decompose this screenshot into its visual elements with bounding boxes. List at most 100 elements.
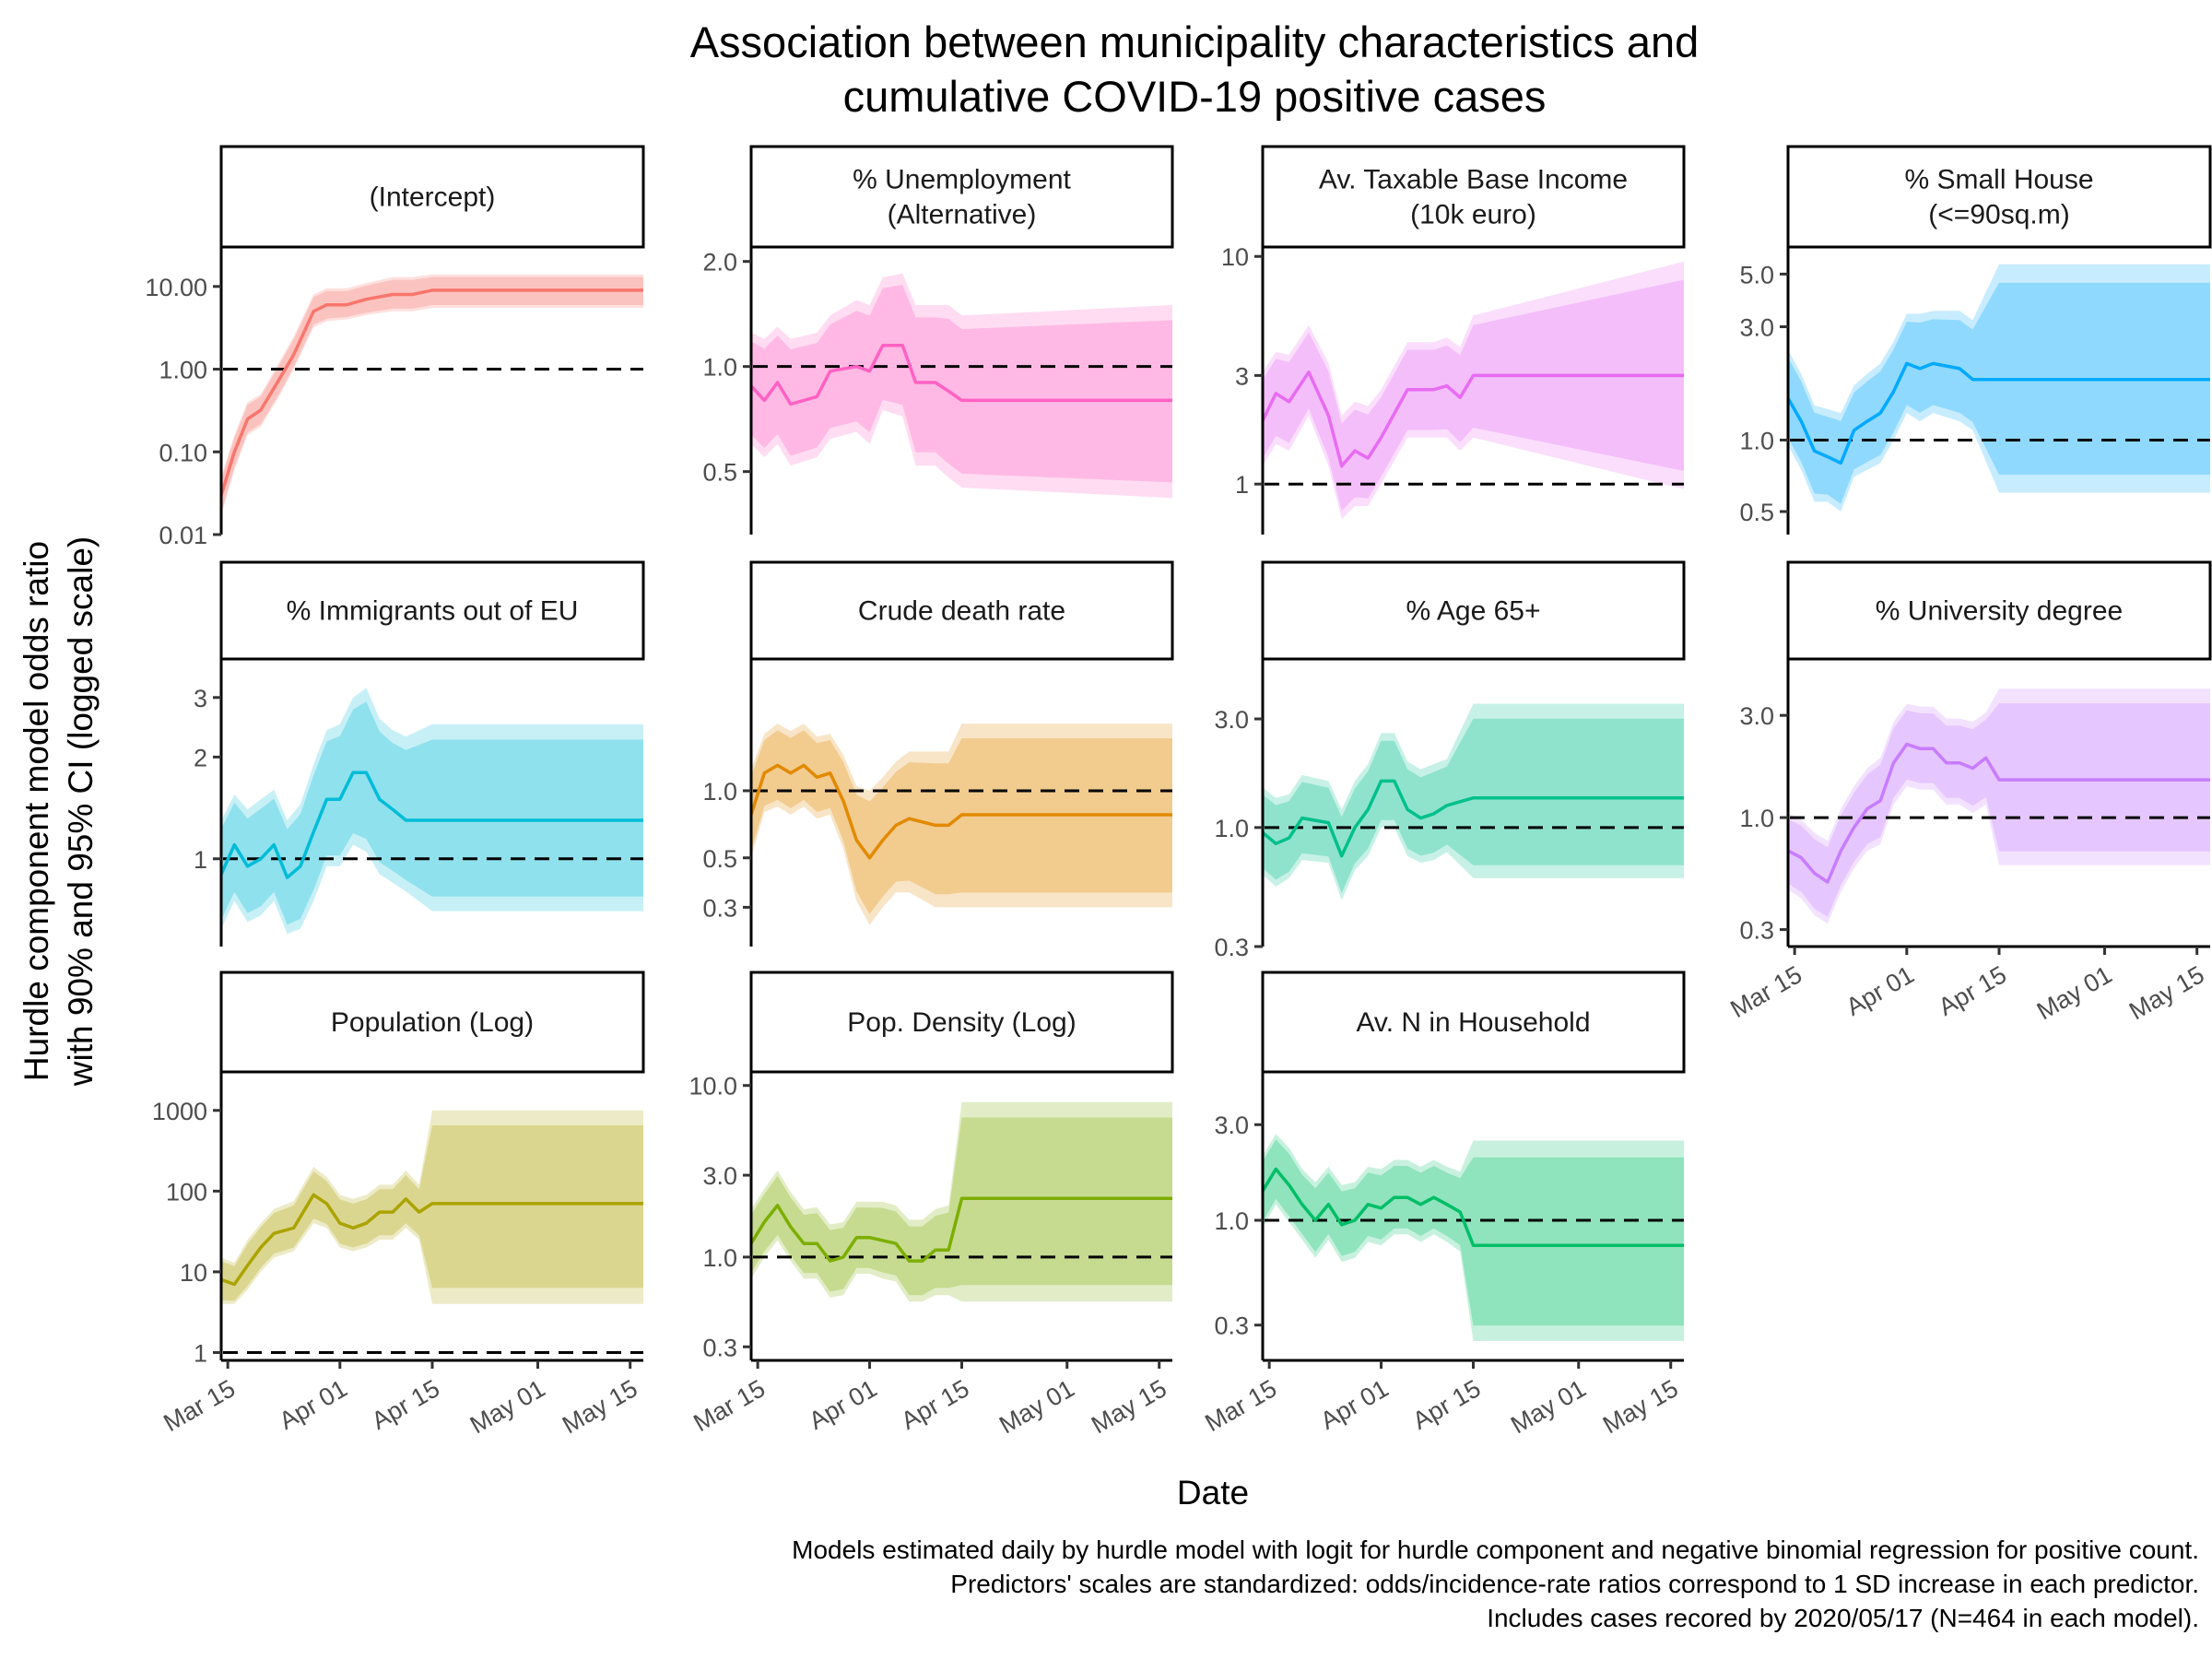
y-tick-label: 0.01: [159, 522, 207, 549]
estimate-line: [1787, 742, 2210, 884]
ci-90-band: [1263, 1139, 1684, 1326]
y-tick-label: 1.0: [702, 1244, 737, 1272]
y-tick-label: 0.3: [1739, 917, 1774, 945]
facet-title: % Age 65+: [1406, 596, 1541, 627]
x-tick-label: May 15: [1087, 1374, 1171, 1439]
estimate-line: [749, 343, 1172, 406]
y-tick-label: 2: [194, 744, 207, 771]
facet-title: Population (Log): [331, 1007, 534, 1038]
y-tick-label: 0.5: [1739, 499, 1774, 526]
estimate-line: [749, 1196, 1172, 1263]
estimate-line: [220, 1193, 643, 1287]
y-tick-label: 0.5: [702, 845, 737, 873]
facet-strip: [1786, 560, 2212, 661]
ci-90-band: [221, 701, 643, 925]
facet-strip: [1261, 971, 1686, 1074]
ci-95-band: [221, 274, 643, 516]
y-tick-label: 1: [194, 846, 207, 874]
panel-9: Population (Log) 1 10 100 1000 Mar 15 Apr 01 Ap…: [152, 971, 645, 1439]
y-tick-label: 1000: [152, 1098, 207, 1125]
chart-title-line-2: cumulative COVID-19 positive cases: [843, 72, 1547, 121]
panel-4: % Small House (<=90sq.m) 0.5 1.0 3.0 5.0: [1739, 145, 2212, 535]
facet-panels: (Intercept) 0.01 0.10 1.00 10.00 % Unemployme…: [145, 145, 2212, 1439]
y-tick-label: 3.0: [1739, 702, 1774, 730]
facet-strip: [1786, 145, 2212, 249]
facet-title: (Alternative): [888, 200, 1037, 230]
y-tick-label: 100: [166, 1178, 207, 1206]
facet-title: % Small House: [1904, 165, 2093, 195]
ci-90-band: [1788, 703, 2210, 917]
ci-90-band: [221, 1125, 643, 1301]
y-tick-label: 0.3: [1214, 934, 1249, 961]
ci-95-band: [751, 724, 1172, 925]
x-tick-label: Apr 01: [275, 1374, 352, 1435]
x-tick-label: Apr 15: [897, 1374, 974, 1435]
ci-95-band: [1263, 261, 1684, 520]
facet-title: % University degree: [1876, 596, 2123, 627]
y-tick-label: 0.5: [702, 459, 737, 487]
estimate-line: [1261, 371, 1684, 468]
panel-11: Av. N in Household 0.3 1.0 3.0 Mar 15 Apr 01 A…: [1200, 971, 1686, 1439]
y-tick-label: 0.3: [702, 1334, 737, 1361]
panel-5: % Immigrants out of EU 1 2 3: [194, 560, 645, 947]
facet-title: (Intercept): [370, 182, 496, 213]
x-tick-label: Apr 01: [1316, 1374, 1394, 1435]
panel-8: % University degree 0.3 1.0 3.0 Mar 15 Apr 01…: [1725, 560, 2212, 1025]
x-tick-label: Mar 15: [1725, 960, 1806, 1023]
facet-strip: [219, 971, 645, 1074]
x-tick-label: May 01: [465, 1374, 550, 1439]
x-tick-label: May 15: [558, 1374, 642, 1439]
estimate-line: [219, 288, 643, 496]
panel-3: Av. Taxable Base Income (10k euro) 1 3 10: [1221, 145, 1686, 535]
ci-95-band: [1788, 264, 2210, 512]
x-tick-label: Apr 15: [1934, 960, 2011, 1021]
facet-title: % Immigrants out of EU: [287, 596, 579, 627]
y-tick-label: 5.0: [1739, 261, 1774, 288]
ci-95-band: [221, 1110, 643, 1304]
panel-7: % Age 65+ 0.3 1.0 3.0: [1214, 560, 1686, 961]
ci-95-band: [1263, 1134, 1684, 1341]
y-tick-label: 0.3: [1214, 1312, 1249, 1340]
x-tick-label: Apr 01: [1841, 960, 1919, 1021]
x-tick-label: May 15: [1598, 1374, 1683, 1439]
facet-title: % Unemployment: [853, 165, 1071, 195]
caption-line-1: Models estimated daily by hurdle model w…: [792, 1535, 2199, 1564]
chart-title-line-1: Association between municipality charact…: [690, 18, 1700, 66]
panel-1: (Intercept) 0.01 0.10 1.00 10.00: [145, 145, 645, 549]
ci-95-band: [1788, 688, 2210, 924]
ci-90-band: [221, 276, 643, 512]
y-tick-label: 1.0: [1214, 1207, 1249, 1235]
ci-90-band: [751, 730, 1172, 914]
x-tick-label: May 01: [2032, 960, 2117, 1025]
ci-95-band: [221, 688, 643, 935]
y-tick-label: 1.00: [159, 357, 207, 384]
y-tick-label: 2.0: [702, 249, 737, 276]
y-tick-label: 10: [1221, 243, 1249, 271]
ci-90-band: [751, 285, 1172, 483]
x-tick-label: Mar 15: [688, 1374, 770, 1437]
facet-strip: [749, 145, 1174, 249]
panel-10: Pop. Density (Log) 0.3 1.0 3.0 10.0 Mar 15 Apr…: [688, 971, 1174, 1439]
panel-6: Crude death rate 0.3 0.5 1.0: [702, 560, 1174, 947]
x-tick-label: May 15: [2124, 960, 2209, 1025]
estimate-line: [749, 763, 1172, 860]
ci-90-band: [1263, 718, 1684, 893]
y-tick-label: 1: [194, 1340, 207, 1368]
panel-2: % Unemployment (Alternative) 0.5 1.0 2.0: [702, 145, 1174, 535]
y-tick-label: 0.10: [159, 439, 207, 466]
y-tick-label: 3.0: [1214, 706, 1249, 734]
y-tick-label: 1: [1235, 471, 1249, 499]
x-tick-label: May 01: [994, 1374, 1079, 1439]
ci-95-band: [1263, 703, 1684, 900]
facet-title: (10k euro): [1410, 200, 1536, 230]
y-tick-label: 3.0: [702, 1162, 737, 1190]
y-tick-label: 1.0: [702, 354, 737, 382]
ci-95-band: [751, 273, 1172, 499]
ci-90-band: [751, 1117, 1172, 1296]
x-tick-label: Apr 01: [805, 1374, 882, 1435]
y-tick-label: 1.0: [1739, 805, 1774, 832]
y-tick-label: 10.0: [688, 1073, 737, 1100]
y-tick-label: 10.00: [145, 274, 207, 301]
x-tick-label: May 01: [1506, 1374, 1591, 1439]
